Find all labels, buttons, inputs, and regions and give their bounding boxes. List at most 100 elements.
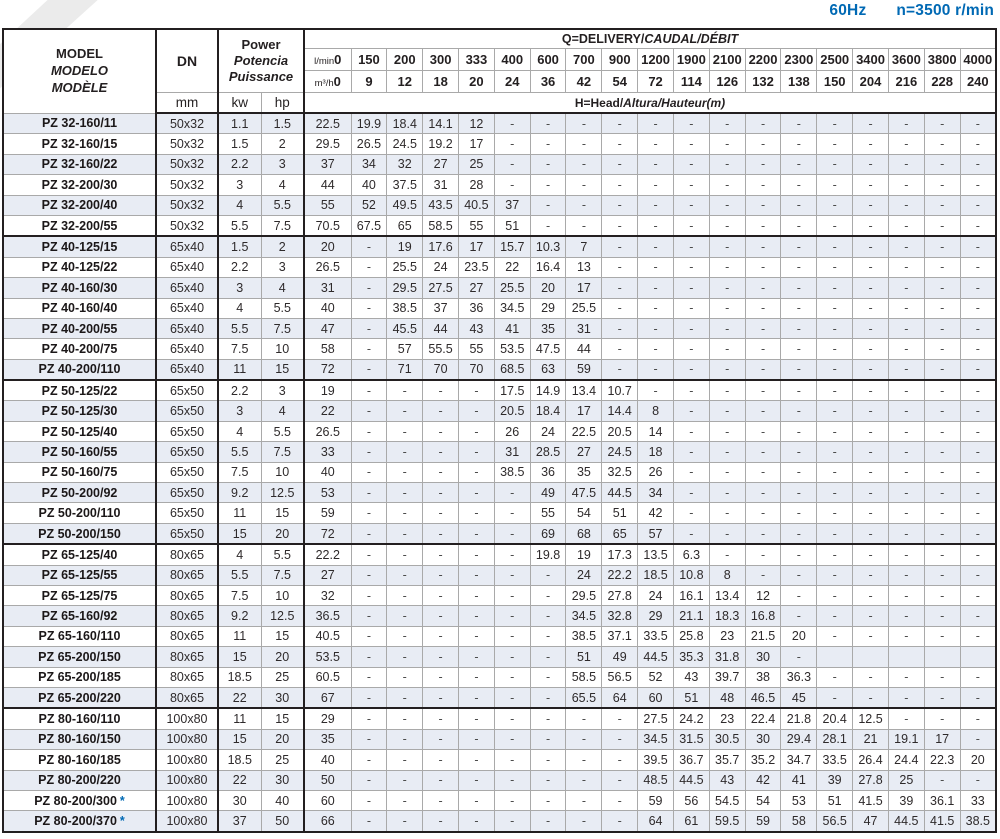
flow-lmin-zero-cell: l/min0 [303, 48, 352, 71]
head-value-cell: 12 [458, 112, 495, 135]
head-value-cell: - [744, 235, 782, 258]
head-value-cell: - [887, 235, 925, 258]
head-value-cell: - [923, 174, 961, 196]
head-value-cell: - [959, 584, 997, 607]
head-value-cell: - [350, 400, 388, 422]
head-value-cell: - [816, 277, 854, 299]
head-value-cell: 46.5 [744, 686, 782, 709]
hp-cell: 7.5 [260, 317, 306, 340]
head-value-cell: - [493, 564, 531, 586]
head-value-cell: - [708, 112, 746, 135]
head-value-cell: - [923, 461, 961, 484]
flow-m3h-cell: 42 [565, 70, 603, 93]
head-value-cell: 13 [565, 256, 603, 279]
flow-lmin-cell: 200 [386, 48, 424, 71]
head-value-cell: - [350, 297, 388, 319]
head-value-cell: 6.3 [672, 543, 710, 566]
head-value-cell: - [565, 769, 603, 791]
head-value-cell: - [601, 707, 639, 730]
head-value-cell: - [493, 522, 531, 545]
head-value-cell: 40 [303, 461, 352, 484]
head-value-cell: - [350, 749, 388, 771]
head-value-cell: - [350, 605, 388, 627]
table-row: PZ 32-160/15 50x32 1.5 2 29.5 26.5 24.5 19.2 17-… [2, 133, 997, 155]
head-value-cell: 65 [601, 522, 639, 545]
head-value-cell: - [816, 420, 854, 443]
head-value-cell: 27.8 [601, 584, 639, 607]
head-value-cell: - [744, 338, 782, 360]
head-value-cell: 19.2 [422, 133, 459, 155]
model-cell: PZ 65-200/220 [2, 686, 157, 709]
model-cell: PZ 40-200/110 [2, 358, 157, 381]
dn-cell: 65x40 [155, 317, 219, 340]
flow-m3h-row: m³/h0 9 12 18 20 24 36 42 54 72 114 126 132 138 150 20… [3, 70, 997, 93]
model-label: PZ 32-160/15 [41, 137, 118, 152]
head-value-cell: 24.5 [601, 441, 639, 463]
flow-m3h-cell: 216 [887, 70, 925, 93]
head-value-cell: - [529, 112, 567, 135]
head-value-cell: 24 [529, 420, 567, 443]
table-row: PZ 32-160/11 50x32 1.1 1.5 22.5 19.9 18.4 14.1 1… [2, 112, 997, 135]
head-value-cell: - [386, 584, 424, 607]
head-value-cell: 47 [303, 317, 352, 340]
head-value-cell: 17.5 [493, 379, 531, 402]
head-value-cell: 21.8 [780, 707, 818, 730]
head-value-cell: 27.5 [422, 277, 459, 299]
head-value-cell: - [959, 625, 997, 648]
kw-cell: 1.5 [217, 235, 262, 258]
head-value-cell: 40.5 [458, 194, 495, 216]
head-value-cell: 39 [816, 769, 854, 791]
head-value-cell: - [744, 194, 782, 216]
model-cell: PZ 50-200/110 [2, 502, 157, 524]
head-value-cell: - [959, 317, 997, 340]
head-value-cell: - [601, 153, 639, 176]
dn-cell: 65x40 [155, 358, 219, 381]
head-value-cell: - [672, 420, 710, 443]
flow-m3h-cell: 126 [708, 70, 746, 93]
head-value-cell: 48 [708, 686, 746, 709]
dn-cell: 65x40 [155, 277, 219, 299]
head-value-cell: - [744, 564, 782, 586]
head-value-cell: - [422, 400, 459, 422]
head-value-cell: - [923, 297, 961, 319]
head-value-cell: - [601, 358, 639, 381]
head-value-cell: 67.5 [350, 214, 388, 237]
head-value-cell: 30 [744, 646, 782, 668]
head-value-cell: 51 [493, 214, 531, 237]
head-value-cell: - [887, 625, 925, 648]
head-value-cell: - [708, 441, 746, 463]
head-value-cell: 23.5 [458, 256, 495, 279]
model-label: PZ 65-160/110 [38, 629, 121, 644]
head-value-cell: 38.5 [386, 297, 424, 319]
head-value-cell: 19 [565, 543, 603, 566]
head-value-cell: - [852, 256, 889, 279]
head-value-cell: 17.6 [422, 235, 459, 258]
kw-cell: 4 [217, 297, 262, 319]
head-value-cell: - [422, 789, 459, 812]
head-value-cell: 60 [637, 686, 674, 709]
head-value-cell: - [672, 277, 710, 299]
table-row: PZ 80-200/220 100x80 22 30 50- - - - - - - -48.5 44.… [2, 769, 997, 791]
head-value-cell: - [959, 174, 997, 196]
head-value-cell: - [744, 214, 782, 237]
head-value-cell: - [458, 441, 495, 463]
head-value-cell: - [744, 174, 782, 196]
table-row: PZ 80-200/370 * 100x80 37 50 66- - - - - - - -64 61 59… [2, 810, 997, 833]
head-value-cell: 17 [458, 133, 495, 155]
head-value-cell: 27.5 [637, 707, 674, 730]
head-value-cell: - [816, 625, 854, 648]
head-value-cell [887, 646, 925, 668]
head-value-cell: - [350, 256, 388, 279]
head-value-cell: - [816, 256, 854, 279]
model-label: PZ 50-125/40 [41, 424, 118, 439]
star-marker: * [119, 813, 125, 828]
head-value-cell: - [708, 133, 746, 155]
head-value-cell: - [780, 584, 818, 607]
head-value-cell: 30 [744, 728, 782, 751]
head-value-cell: - [780, 441, 818, 463]
table-row: PZ 50-125/40 65x50 4 5.5 26.5- - - -26 24 22.5 20.… [2, 420, 997, 443]
head-value-cell: - [350, 810, 388, 833]
hp-cell: 25 [260, 666, 306, 688]
head-value-cell: 20 [529, 277, 567, 299]
head-value-cell: 24 [565, 564, 603, 586]
